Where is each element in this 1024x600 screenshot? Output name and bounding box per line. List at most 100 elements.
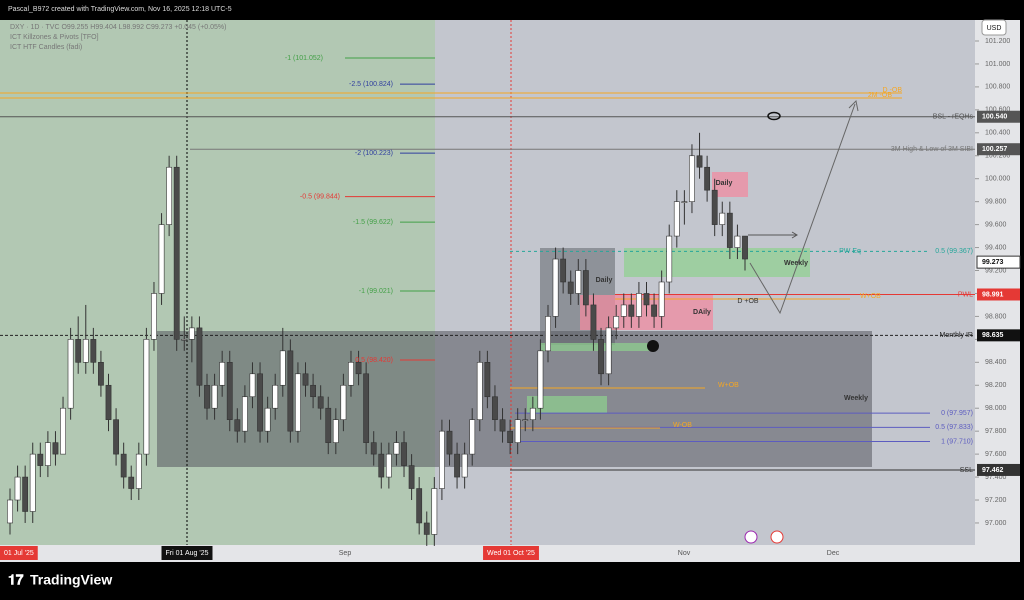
candle-body	[567, 281, 574, 294]
candle-body	[689, 155, 695, 202]
level-label: -2.5 (100.824)	[349, 81, 393, 88]
y-tick-label: 101.000	[985, 61, 1010, 68]
candles	[7, 132, 748, 546]
candle-body	[423, 522, 430, 535]
y-tick-label: 100.600	[985, 107, 1010, 114]
y-tick-label: 99.600	[985, 221, 1007, 228]
candle-body	[529, 407, 536, 420]
candle-body	[582, 270, 589, 306]
candle-body	[348, 362, 354, 386]
candle-body	[249, 373, 256, 398]
candle-body	[492, 396, 498, 420]
candle-body	[673, 201, 680, 237]
weekly-bullish-box	[624, 248, 810, 277]
candle-body	[287, 350, 294, 432]
y-tick-label: 99.800	[985, 198, 1007, 205]
candle-body	[204, 384, 210, 409]
candle-body	[325, 407, 332, 443]
candle-body	[666, 235, 673, 283]
price-tag	[977, 463, 1020, 476]
candle-body	[575, 270, 582, 294]
arrow-head	[791, 231, 798, 239]
y-tick-label: 101.200	[985, 38, 1010, 45]
candle-body	[332, 419, 339, 443]
level-label: -1.5 (99.622)	[353, 219, 393, 226]
candle-body	[620, 304, 627, 317]
price-tag	[977, 110, 1020, 123]
candle-body	[719, 212, 726, 225]
candle-body	[264, 407, 271, 432]
logo-mark: 𝟏𝟕	[8, 572, 24, 588]
level-label: -1 (101.052)	[285, 55, 323, 62]
candle-body	[60, 407, 66, 455]
candle-body	[52, 442, 59, 455]
x-tick-label: Fri 01 Aug '25	[166, 550, 209, 557]
candle-body	[393, 442, 400, 455]
price-tag	[976, 255, 1021, 269]
weekly-box	[157, 331, 872, 467]
candle-body	[135, 453, 142, 489]
y-tick-label: 97.200	[985, 497, 1007, 504]
candle-body	[105, 384, 112, 420]
candle-body	[82, 339, 89, 363]
candle-body	[461, 453, 468, 478]
candle-body	[75, 339, 82, 363]
candle-body	[742, 235, 748, 260]
candle-body	[257, 373, 263, 432]
bullish-box	[527, 396, 607, 413]
y-tick-label: 100.000	[985, 176, 1010, 183]
event-icon[interactable]	[770, 530, 784, 544]
y-tick-label: 98.000	[985, 405, 1007, 412]
candle-body	[317, 396, 324, 409]
level-label: 0.5 (97.833)	[935, 424, 973, 431]
arrow-head	[848, 99, 859, 112]
price-tag-label: 100.257	[982, 146, 1007, 153]
price-tag-label: 100.540	[982, 114, 1007, 121]
candle-body	[158, 224, 165, 294]
candle-body	[507, 430, 514, 443]
candle-body	[128, 476, 135, 489]
symbol-legend: DXY · 1D · TVC O99.255 H99.404 L98.992 C…	[10, 24, 227, 31]
candle-body	[408, 465, 415, 489]
eye-icon	[767, 111, 781, 121]
candle-body	[355, 362, 362, 375]
candle-body	[378, 453, 385, 478]
y-tick-label: 100.400	[985, 130, 1010, 137]
candle-body	[226, 362, 233, 420]
level-label: BSL - rEQHs	[933, 114, 974, 121]
currency-button[interactable]	[981, 19, 1007, 36]
event-icon[interactable]	[744, 530, 758, 544]
candle-body	[590, 304, 597, 340]
candle-body	[704, 166, 711, 191]
candle-body	[143, 339, 150, 455]
level-label: -2 (100.223)	[355, 150, 393, 157]
candle-body	[29, 453, 36, 512]
x-tick-highlight	[483, 546, 539, 560]
level-label: 0.5 (99.367)	[935, 248, 973, 255]
level-label: 3M High & Low of 3M SIBI	[891, 146, 973, 153]
level-label: PWL	[958, 291, 973, 298]
level-label: -0.5 (99.844)	[300, 193, 340, 200]
candle-body	[370, 442, 377, 455]
zone-label: Daily	[716, 180, 733, 187]
candle-body	[44, 442, 51, 466]
candle-body	[484, 362, 491, 398]
candle-body	[113, 419, 119, 455]
candle-body	[188, 327, 195, 340]
currency: USD	[987, 25, 1002, 32]
candle-body	[416, 488, 423, 524]
level-label: W-OB	[673, 422, 692, 429]
candle-body	[120, 453, 127, 478]
candle-body	[14, 476, 21, 501]
candle-body	[643, 293, 650, 306]
y-tick-label: 97.600	[985, 451, 1007, 458]
candle-body	[90, 339, 97, 363]
candle-body	[234, 419, 241, 432]
zone-label: D +OB	[737, 298, 759, 305]
levels	[0, 40, 979, 524]
level-label: 0.5 (98.420)	[355, 357, 393, 364]
zone-label: DAily	[693, 309, 711, 316]
x-tick-highlight	[161, 546, 213, 560]
